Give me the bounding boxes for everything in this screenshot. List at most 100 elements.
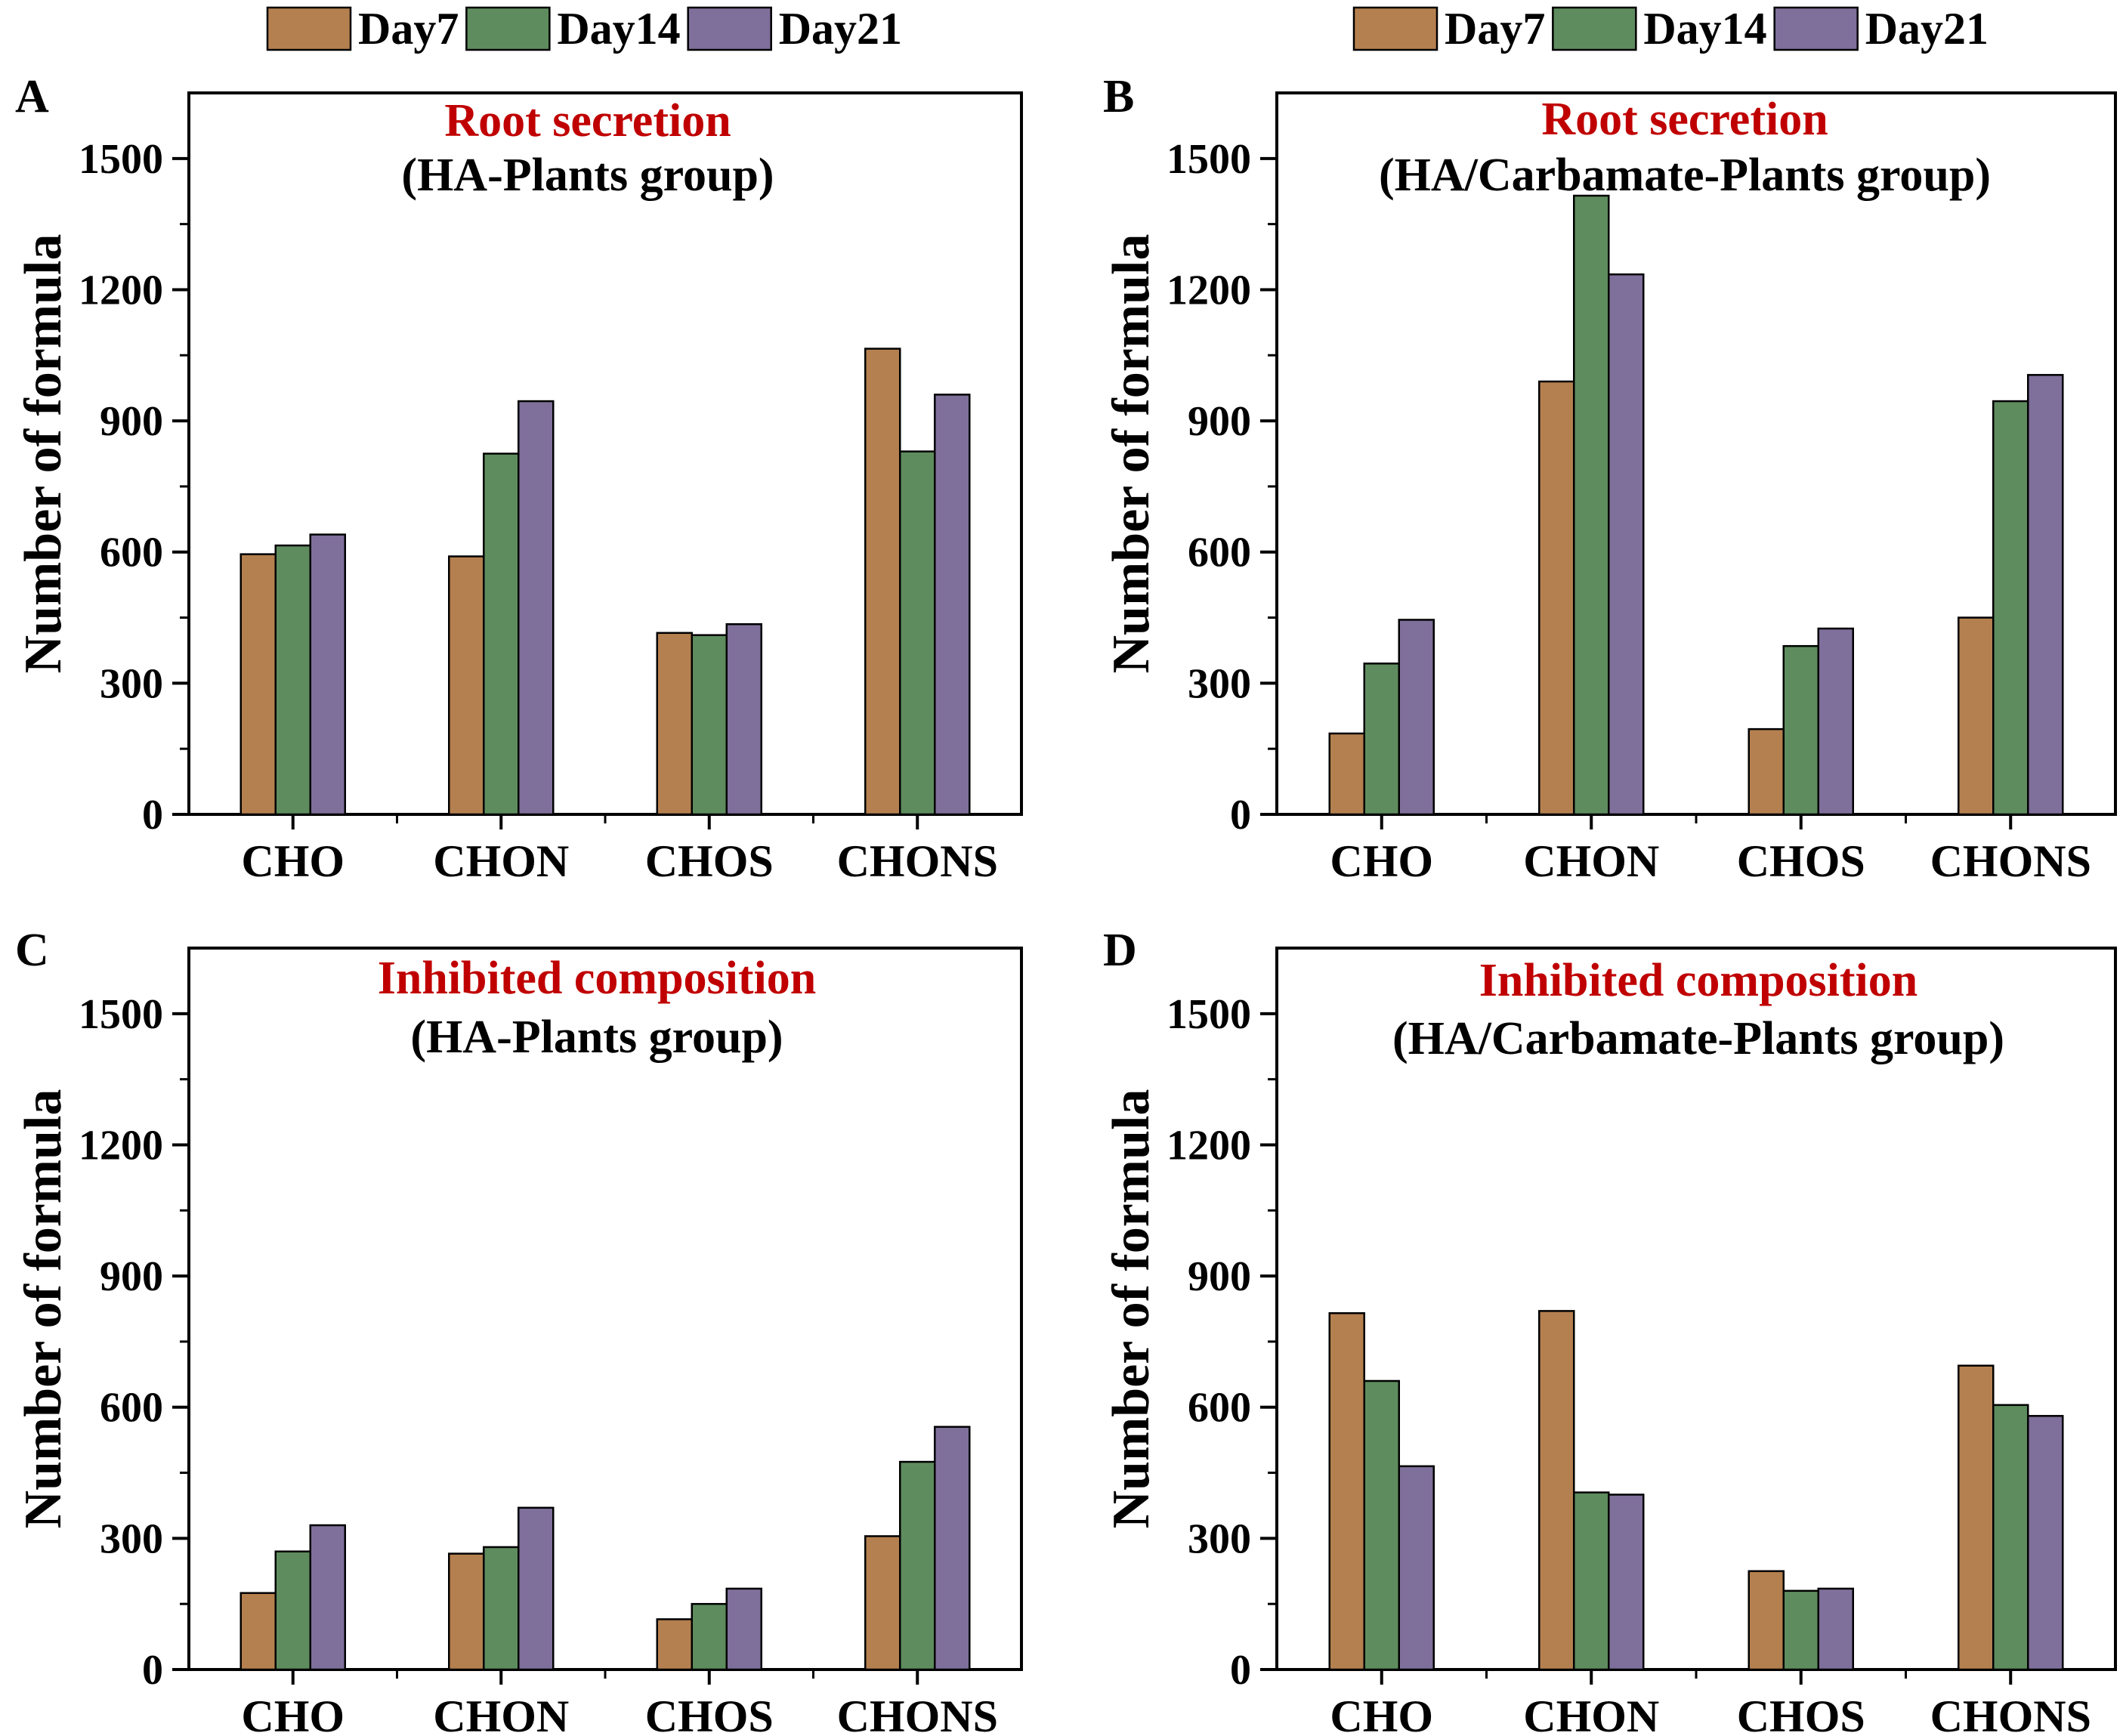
bar-cho-day14 — [1363, 663, 1400, 816]
bar-cho-day21 — [1398, 619, 1435, 816]
bar-chos-day14 — [1782, 644, 1819, 816]
y-tick-label-1200: 1200 — [79, 1122, 163, 1169]
category-label-chon: CHON — [1523, 836, 1659, 886]
bar-cho-day21 — [309, 1524, 346, 1671]
bar-chos-day14 — [691, 1602, 728, 1671]
bar-chons-day7 — [864, 1535, 901, 1671]
legend-label-day7: Day7 — [358, 4, 459, 54]
bar-chons-day7 — [1958, 616, 1995, 816]
y-tick-label-1500: 1500 — [79, 991, 163, 1038]
panel-a: A 0 300 600 900 1200 1500 CHO CHON CHOS CHONS Root … — [14, 71, 1023, 886]
y-tick-label-900: 900 — [1188, 1253, 1251, 1300]
y-tick-label-1200: 1200 — [1167, 1122, 1251, 1169]
bar-cho-day7 — [239, 1592, 277, 1671]
bar-chon-day7 — [448, 555, 485, 816]
category-label-chons: CHONS — [837, 1691, 998, 1736]
category-label-chos: CHOS — [1737, 836, 1865, 886]
bar-chon-day14 — [1573, 194, 1610, 816]
bar-chon-day14 — [483, 1546, 520, 1671]
category-label-cho: CHO — [241, 836, 345, 886]
bar-chos-day7 — [656, 632, 693, 816]
category-label-chon: CHON — [433, 836, 569, 886]
bar-chons-day21 — [2027, 1415, 2064, 1671]
category-label-chos: CHOS — [1737, 1691, 1865, 1736]
legend-swatch-day14 — [465, 6, 551, 51]
panel-letter: A — [15, 71, 49, 122]
legend-label-day21: Day21 — [1865, 4, 1989, 54]
legend-swatch-day21 — [687, 6, 772, 51]
bar-chons-day7 — [864, 348, 901, 816]
legend-label-day7: Day7 — [1445, 4, 1545, 54]
bar-chos-day7 — [1748, 1570, 1785, 1671]
chart-title: Inhibited composition — [378, 953, 817, 1004]
chart-subtitle: (HA-Plants group) — [401, 150, 774, 201]
bar-chos-day7 — [656, 1618, 693, 1671]
category-label-cho: CHO — [1330, 836, 1433, 886]
bar-cho-day14 — [1363, 1379, 1400, 1671]
y-tick-label-0: 0 — [142, 792, 163, 839]
bar-chon-day7 — [1538, 380, 1575, 816]
bar-cho-day7 — [1328, 1312, 1365, 1671]
legend-swatch-day7 — [1352, 6, 1439, 51]
bar-cho-day7 — [1328, 732, 1365, 816]
bar-chos-day21 — [1817, 627, 1854, 816]
y-tick-label-600: 600 — [100, 530, 163, 576]
category-label-chos: CHOS — [645, 836, 774, 886]
category-label-chon: CHON — [433, 1691, 569, 1736]
y-tick-label-1500: 1500 — [79, 136, 163, 183]
bar-chons-day21 — [2027, 374, 2064, 816]
bar-cho-day14 — [274, 1550, 311, 1671]
y-tick-label-900: 900 — [1188, 398, 1251, 445]
bar-chos-day21 — [725, 1587, 762, 1671]
y-tick-label-300: 300 — [100, 660, 163, 707]
bar-chos-day14 — [691, 634, 728, 816]
y-tick-label-1500: 1500 — [1167, 991, 1251, 1038]
y-tick-label-900: 900 — [100, 398, 163, 445]
bar-chons-day21 — [934, 1426, 971, 1671]
y-tick-label-600: 600 — [1188, 530, 1251, 576]
y-axis-label: Number of formula — [1102, 1089, 1160, 1529]
y-tick-label-300: 300 — [100, 1515, 163, 1562]
category-label-chons: CHONS — [1930, 836, 2091, 886]
y-axis-label: Number of formula — [14, 234, 73, 674]
chart-subtitle: (HA/Carbamate-Plants group) — [1379, 150, 1991, 201]
y-axis-label: Number of formula — [1102, 234, 1160, 674]
panel-d: D 0 300 600 900 1200 1500 CHO CHON CHOS CHONS Inhib… — [1102, 925, 2117, 1736]
bar-chons-day21 — [934, 394, 971, 816]
bar-chon-day21 — [518, 1506, 555, 1671]
bar-cho-day21 — [1398, 1465, 1435, 1671]
y-tick-label-1500: 1500 — [1167, 136, 1251, 183]
category-label-cho: CHO — [241, 1691, 345, 1736]
category-label-chos: CHOS — [645, 1691, 774, 1736]
y-tick-label-600: 600 — [100, 1385, 163, 1432]
bar-chon-day14 — [1573, 1491, 1610, 1671]
legend-swatch-day7 — [266, 6, 352, 51]
panel-b: B 0 300 600 900 1200 1500 CHO CHON CHOS CHONS Root … — [1102, 71, 2117, 886]
category-label-chon: CHON — [1523, 1691, 1659, 1736]
y-tick-label-300: 300 — [1188, 660, 1251, 707]
chart-subtitle: (HA-Plants group) — [410, 1012, 783, 1063]
y-tick-label-0: 0 — [142, 1647, 163, 1694]
bar-chos-day7 — [1748, 727, 1785, 816]
bar-chos-day14 — [1782, 1589, 1819, 1671]
bar-chon-day14 — [483, 453, 520, 816]
y-tick-label-1200: 1200 — [1167, 267, 1251, 314]
bar-chon-day21 — [1608, 1494, 1645, 1671]
category-label-chons: CHONS — [837, 836, 998, 886]
bar-chos-day21 — [725, 622, 762, 816]
bar-chon-day7 — [1538, 1310, 1575, 1671]
y-tick-label-1200: 1200 — [79, 267, 163, 314]
bar-chons-day14 — [899, 450, 936, 816]
y-tick-label-0: 0 — [1230, 792, 1251, 839]
chart-title: Root secretion — [1541, 94, 1828, 145]
chart-subtitle: (HA/Carbamate-Plants group) — [1392, 1013, 2004, 1064]
legend-right: Day7 Day14 Day21 — [1352, 4, 1989, 54]
bar-chons-day14 — [1992, 1404, 2029, 1671]
chart-title: Root secretion — [444, 95, 731, 147]
panel-letter: C — [15, 925, 49, 976]
bar-chons-day7 — [1958, 1364, 1995, 1671]
bar-chon-day21 — [1608, 273, 1645, 816]
y-tick-label-0: 0 — [1230, 1647, 1251, 1694]
category-label-chons: CHONS — [1930, 1691, 2091, 1736]
legend-left: Day7 Day14 Day21 — [266, 4, 902, 54]
